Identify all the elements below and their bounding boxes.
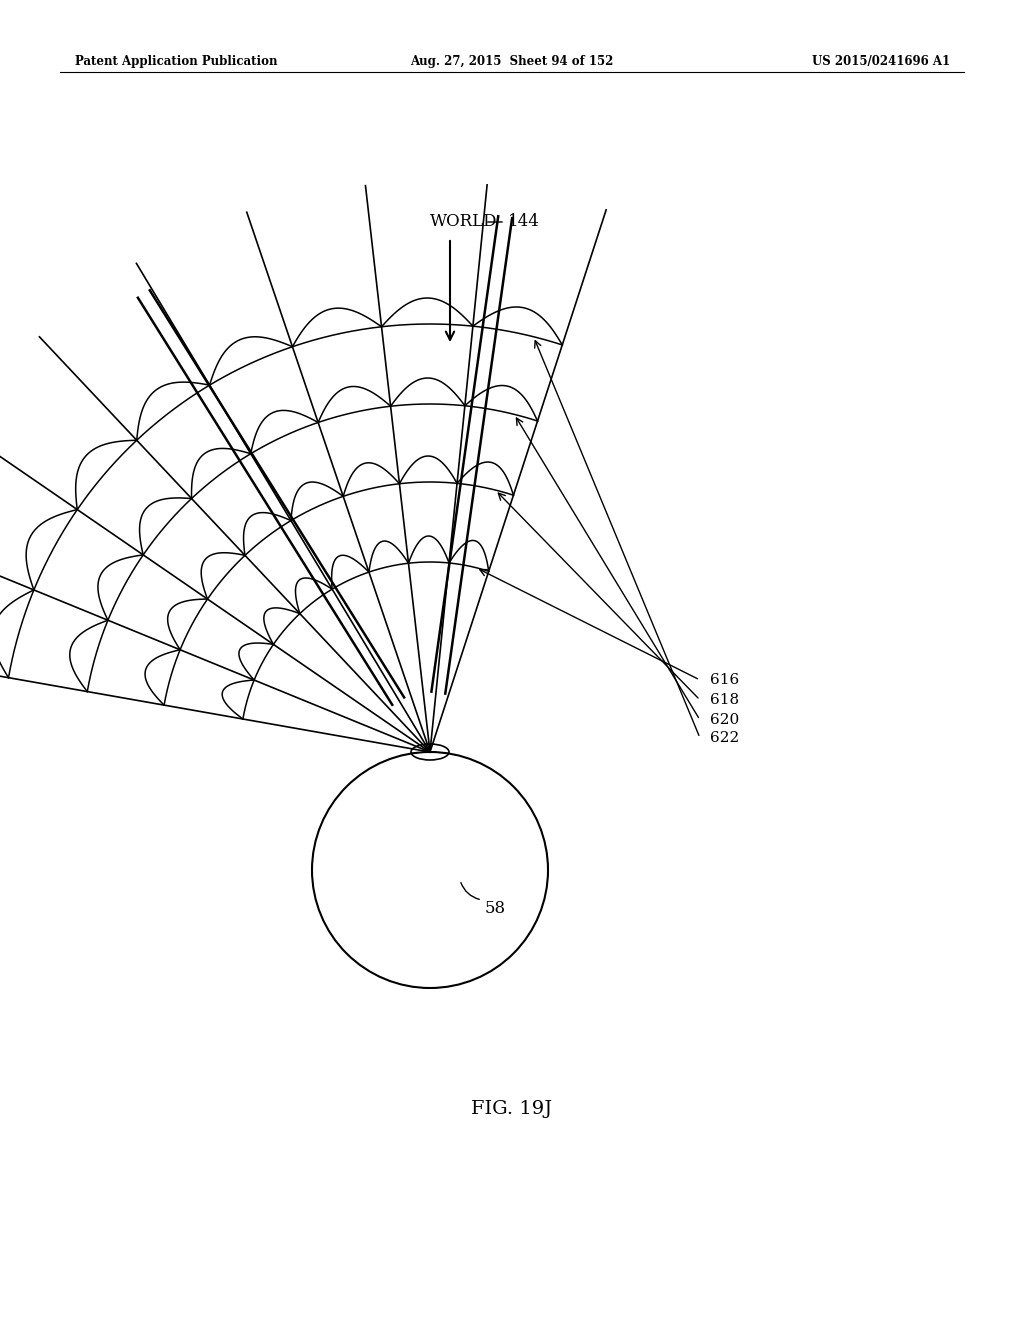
Text: 616: 616	[710, 673, 739, 686]
Text: FIG. 19J: FIG. 19J	[471, 1100, 553, 1118]
Text: WORLD: WORLD	[430, 213, 498, 230]
Text: Aug. 27, 2015  Sheet 94 of 152: Aug. 27, 2015 Sheet 94 of 152	[411, 55, 613, 69]
Text: 622: 622	[710, 731, 739, 744]
Text: US 2015/0241696 A1: US 2015/0241696 A1	[812, 55, 950, 69]
Text: Patent Application Publication: Patent Application Publication	[75, 55, 278, 69]
Text: 58: 58	[485, 900, 506, 917]
Text: 620: 620	[710, 713, 739, 727]
Text: 618: 618	[710, 693, 739, 708]
Text: 144: 144	[508, 213, 540, 230]
